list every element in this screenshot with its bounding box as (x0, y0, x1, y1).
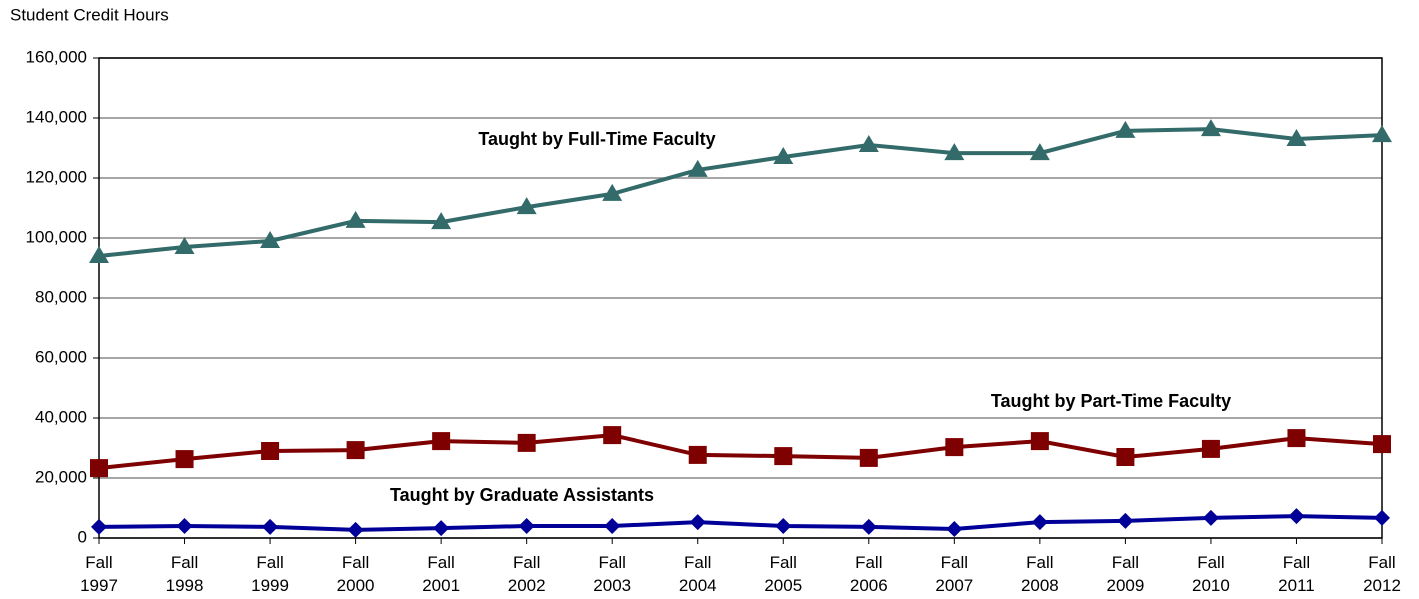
series-label: Taught by Full-Time Faculty (478, 129, 715, 149)
marker (1116, 448, 1135, 466)
x-tick-label: Fall 2008 (1021, 553, 1059, 595)
plot-border (98, 57, 1383, 539)
marker (433, 520, 450, 537)
marker (431, 212, 452, 230)
marker (261, 442, 280, 460)
marker (689, 514, 706, 531)
marker (944, 143, 965, 161)
marker (1373, 435, 1391, 454)
marker (946, 521, 963, 537)
y-tick-label: 120,000 (26, 167, 87, 186)
marker (859, 448, 878, 467)
y-tick-label: 20,000 (35, 467, 87, 486)
x-tick-label: Fall 2003 (593, 553, 631, 595)
x-tick-label: Fall 2012 (1363, 553, 1401, 595)
marker (688, 445, 707, 464)
marker (1115, 120, 1136, 138)
marker (774, 447, 793, 466)
marker (260, 231, 281, 248)
x-tick-label: Fall 2004 (679, 553, 717, 595)
series-label: Taught by Graduate Assistants (390, 485, 654, 505)
marker (1374, 509, 1390, 526)
marker (1201, 439, 1220, 458)
x-tick-label: Fall 2007 (935, 553, 973, 595)
x-tick-label: Fall 2001 (422, 553, 460, 595)
x-tick-label: Fall 1999 (251, 553, 289, 595)
marker (604, 518, 621, 534)
marker (858, 135, 879, 152)
series-line (98, 514, 1383, 532)
marker (1287, 429, 1306, 448)
x-tick-label: Fall 2011 (1278, 553, 1315, 595)
x-tick-label: Fall 2002 (508, 553, 546, 595)
marker (1030, 432, 1049, 451)
series-label: Taught by Part-Time Faculty (991, 391, 1231, 411)
marker (347, 521, 364, 538)
marker (860, 518, 877, 535)
marker (516, 197, 537, 215)
marker (1372, 125, 1392, 143)
series-line (98, 433, 1383, 471)
marker (1286, 129, 1307, 146)
marker (345, 210, 366, 228)
marker (1202, 509, 1219, 526)
y-tick-label: 160,000 (26, 47, 87, 66)
marker (603, 426, 622, 445)
x-tick-label: Fall 1997 (80, 553, 118, 595)
marker (174, 237, 195, 254)
y-tick-label: 40,000 (35, 407, 87, 426)
x-tick-label: Fall 2009 (1106, 553, 1144, 595)
marker (1288, 508, 1305, 525)
y-tick-label: 80,000 (35, 287, 87, 306)
marker (773, 147, 794, 164)
marker (518, 518, 535, 534)
y-tick-label: 60,000 (35, 347, 87, 366)
series-line (98, 127, 1383, 258)
marker (945, 438, 964, 457)
marker (175, 450, 194, 469)
marker (1029, 143, 1050, 161)
marker (602, 183, 623, 201)
marker (775, 518, 792, 534)
x-tick-label: Fall 2010 (1192, 553, 1230, 595)
x-tick-label: Fall 1998 (166, 553, 204, 595)
marker (346, 441, 365, 460)
marker (91, 518, 107, 535)
marker (517, 433, 536, 452)
x-tick-label: Fall 2000 (337, 553, 375, 595)
y-axis-label: Student Credit Hours (10, 5, 169, 24)
marker (1200, 119, 1221, 137)
marker (262, 518, 279, 535)
marker (89, 246, 109, 263)
x-tick-label: Fall 2005 (764, 553, 802, 595)
marker (1117, 512, 1134, 529)
y-tick-label: 0 (78, 527, 87, 546)
marker (432, 432, 451, 451)
marker (1031, 514, 1048, 531)
x-tick-label: Fall 2006 (850, 553, 888, 595)
marker (687, 159, 708, 177)
y-tick-label: 100,000 (26, 227, 87, 246)
marker (90, 459, 108, 478)
marker (176, 518, 193, 534)
y-tick-label: 140,000 (26, 107, 87, 126)
